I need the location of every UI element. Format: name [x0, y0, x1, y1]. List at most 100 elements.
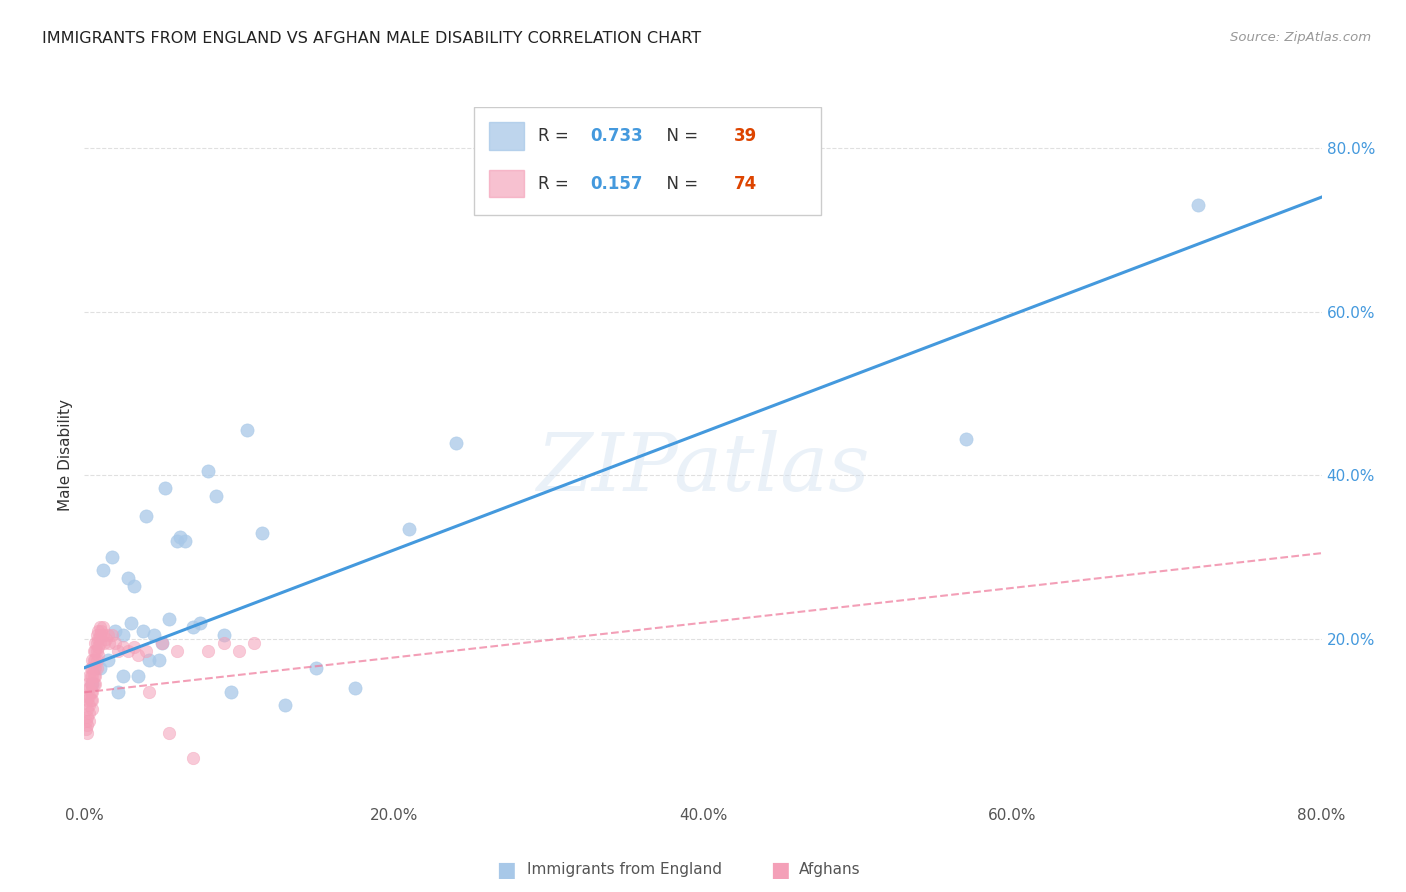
Point [87, 640, 110, 655]
Point [87, 632, 110, 646]
Point [89, 628, 111, 642]
Point [91, 562, 114, 576]
Point [83, 644, 105, 658]
Point [75, 690, 97, 704]
Point [112, 628, 135, 642]
Point [77, 690, 100, 704]
Y-axis label: Male Disability: Male Disability [58, 399, 73, 511]
Point [398, 522, 420, 536]
Point [86, 628, 108, 642]
Point [122, 579, 145, 593]
Point [77, 698, 100, 712]
Point [181, 620, 204, 634]
Point [159, 726, 180, 740]
Text: Source: ZipAtlas.com: Source: ZipAtlas.com [1230, 31, 1371, 45]
Point [107, 685, 129, 699]
Point [76, 718, 98, 732]
Point [91, 628, 114, 642]
Point [153, 481, 176, 495]
FancyBboxPatch shape [489, 122, 523, 150]
Point [83, 669, 105, 683]
Point [82, 701, 104, 715]
Point [955, 432, 977, 446]
Point [122, 640, 145, 655]
Point [197, 644, 219, 658]
Point [169, 530, 191, 544]
Point [112, 669, 135, 683]
Point [91, 620, 114, 634]
Point [101, 550, 124, 565]
Point [150, 636, 173, 650]
Point [197, 464, 219, 478]
Point [228, 644, 250, 658]
Text: ■: ■ [770, 860, 790, 880]
Point [83, 652, 105, 666]
Point [82, 677, 104, 691]
Point [205, 489, 228, 503]
Point [219, 685, 242, 699]
Text: 74: 74 [734, 175, 758, 193]
Point [75, 714, 97, 728]
Point [127, 669, 149, 683]
Text: N =: N = [657, 175, 703, 193]
Point [79, 685, 101, 699]
Point [79, 677, 101, 691]
Point [174, 533, 197, 548]
Point [82, 652, 104, 666]
Point [235, 423, 259, 437]
FancyBboxPatch shape [474, 107, 821, 215]
Point [250, 525, 273, 540]
Point [135, 644, 157, 658]
Point [90, 624, 112, 638]
Point [77, 681, 100, 696]
Point [444, 435, 467, 450]
Point [132, 624, 155, 638]
Point [87, 648, 110, 663]
Point [82, 669, 104, 683]
Point [86, 652, 108, 666]
Point [181, 751, 204, 765]
Point [117, 644, 139, 658]
Point [86, 661, 108, 675]
Point [79, 661, 101, 675]
Point [79, 669, 101, 683]
Point [104, 636, 127, 650]
Point [112, 640, 135, 655]
Point [188, 615, 211, 630]
Text: IMMIGRANTS FROM ENGLAND VS AFGHAN MALE DISABILITY CORRELATION CHART: IMMIGRANTS FROM ENGLAND VS AFGHAN MALE D… [42, 31, 702, 46]
Point [150, 636, 173, 650]
Point [76, 701, 98, 715]
Point [135, 509, 157, 524]
Text: 0.157: 0.157 [591, 175, 643, 193]
Point [117, 571, 139, 585]
Text: ■: ■ [496, 860, 516, 880]
Point [77, 669, 100, 683]
Point [243, 636, 266, 650]
Point [76, 726, 98, 740]
Point [107, 644, 129, 658]
Point [77, 706, 100, 720]
Text: R =: R = [538, 128, 575, 145]
Point [84, 669, 107, 683]
Point [138, 685, 160, 699]
Point [82, 685, 104, 699]
Point [305, 661, 328, 675]
Point [104, 624, 127, 638]
Point [138, 652, 160, 666]
Point [82, 661, 104, 675]
Point [84, 652, 107, 666]
Point [76, 677, 98, 691]
Point [84, 636, 107, 650]
Point [143, 628, 166, 642]
Point [101, 628, 124, 642]
Point [93, 636, 115, 650]
Point [274, 698, 297, 712]
Point [89, 620, 111, 634]
Point [120, 615, 142, 630]
Text: 0.733: 0.733 [591, 128, 643, 145]
Point [83, 661, 105, 675]
Point [1187, 198, 1209, 212]
Point [82, 693, 104, 707]
Point [89, 636, 111, 650]
Point [98, 636, 121, 650]
